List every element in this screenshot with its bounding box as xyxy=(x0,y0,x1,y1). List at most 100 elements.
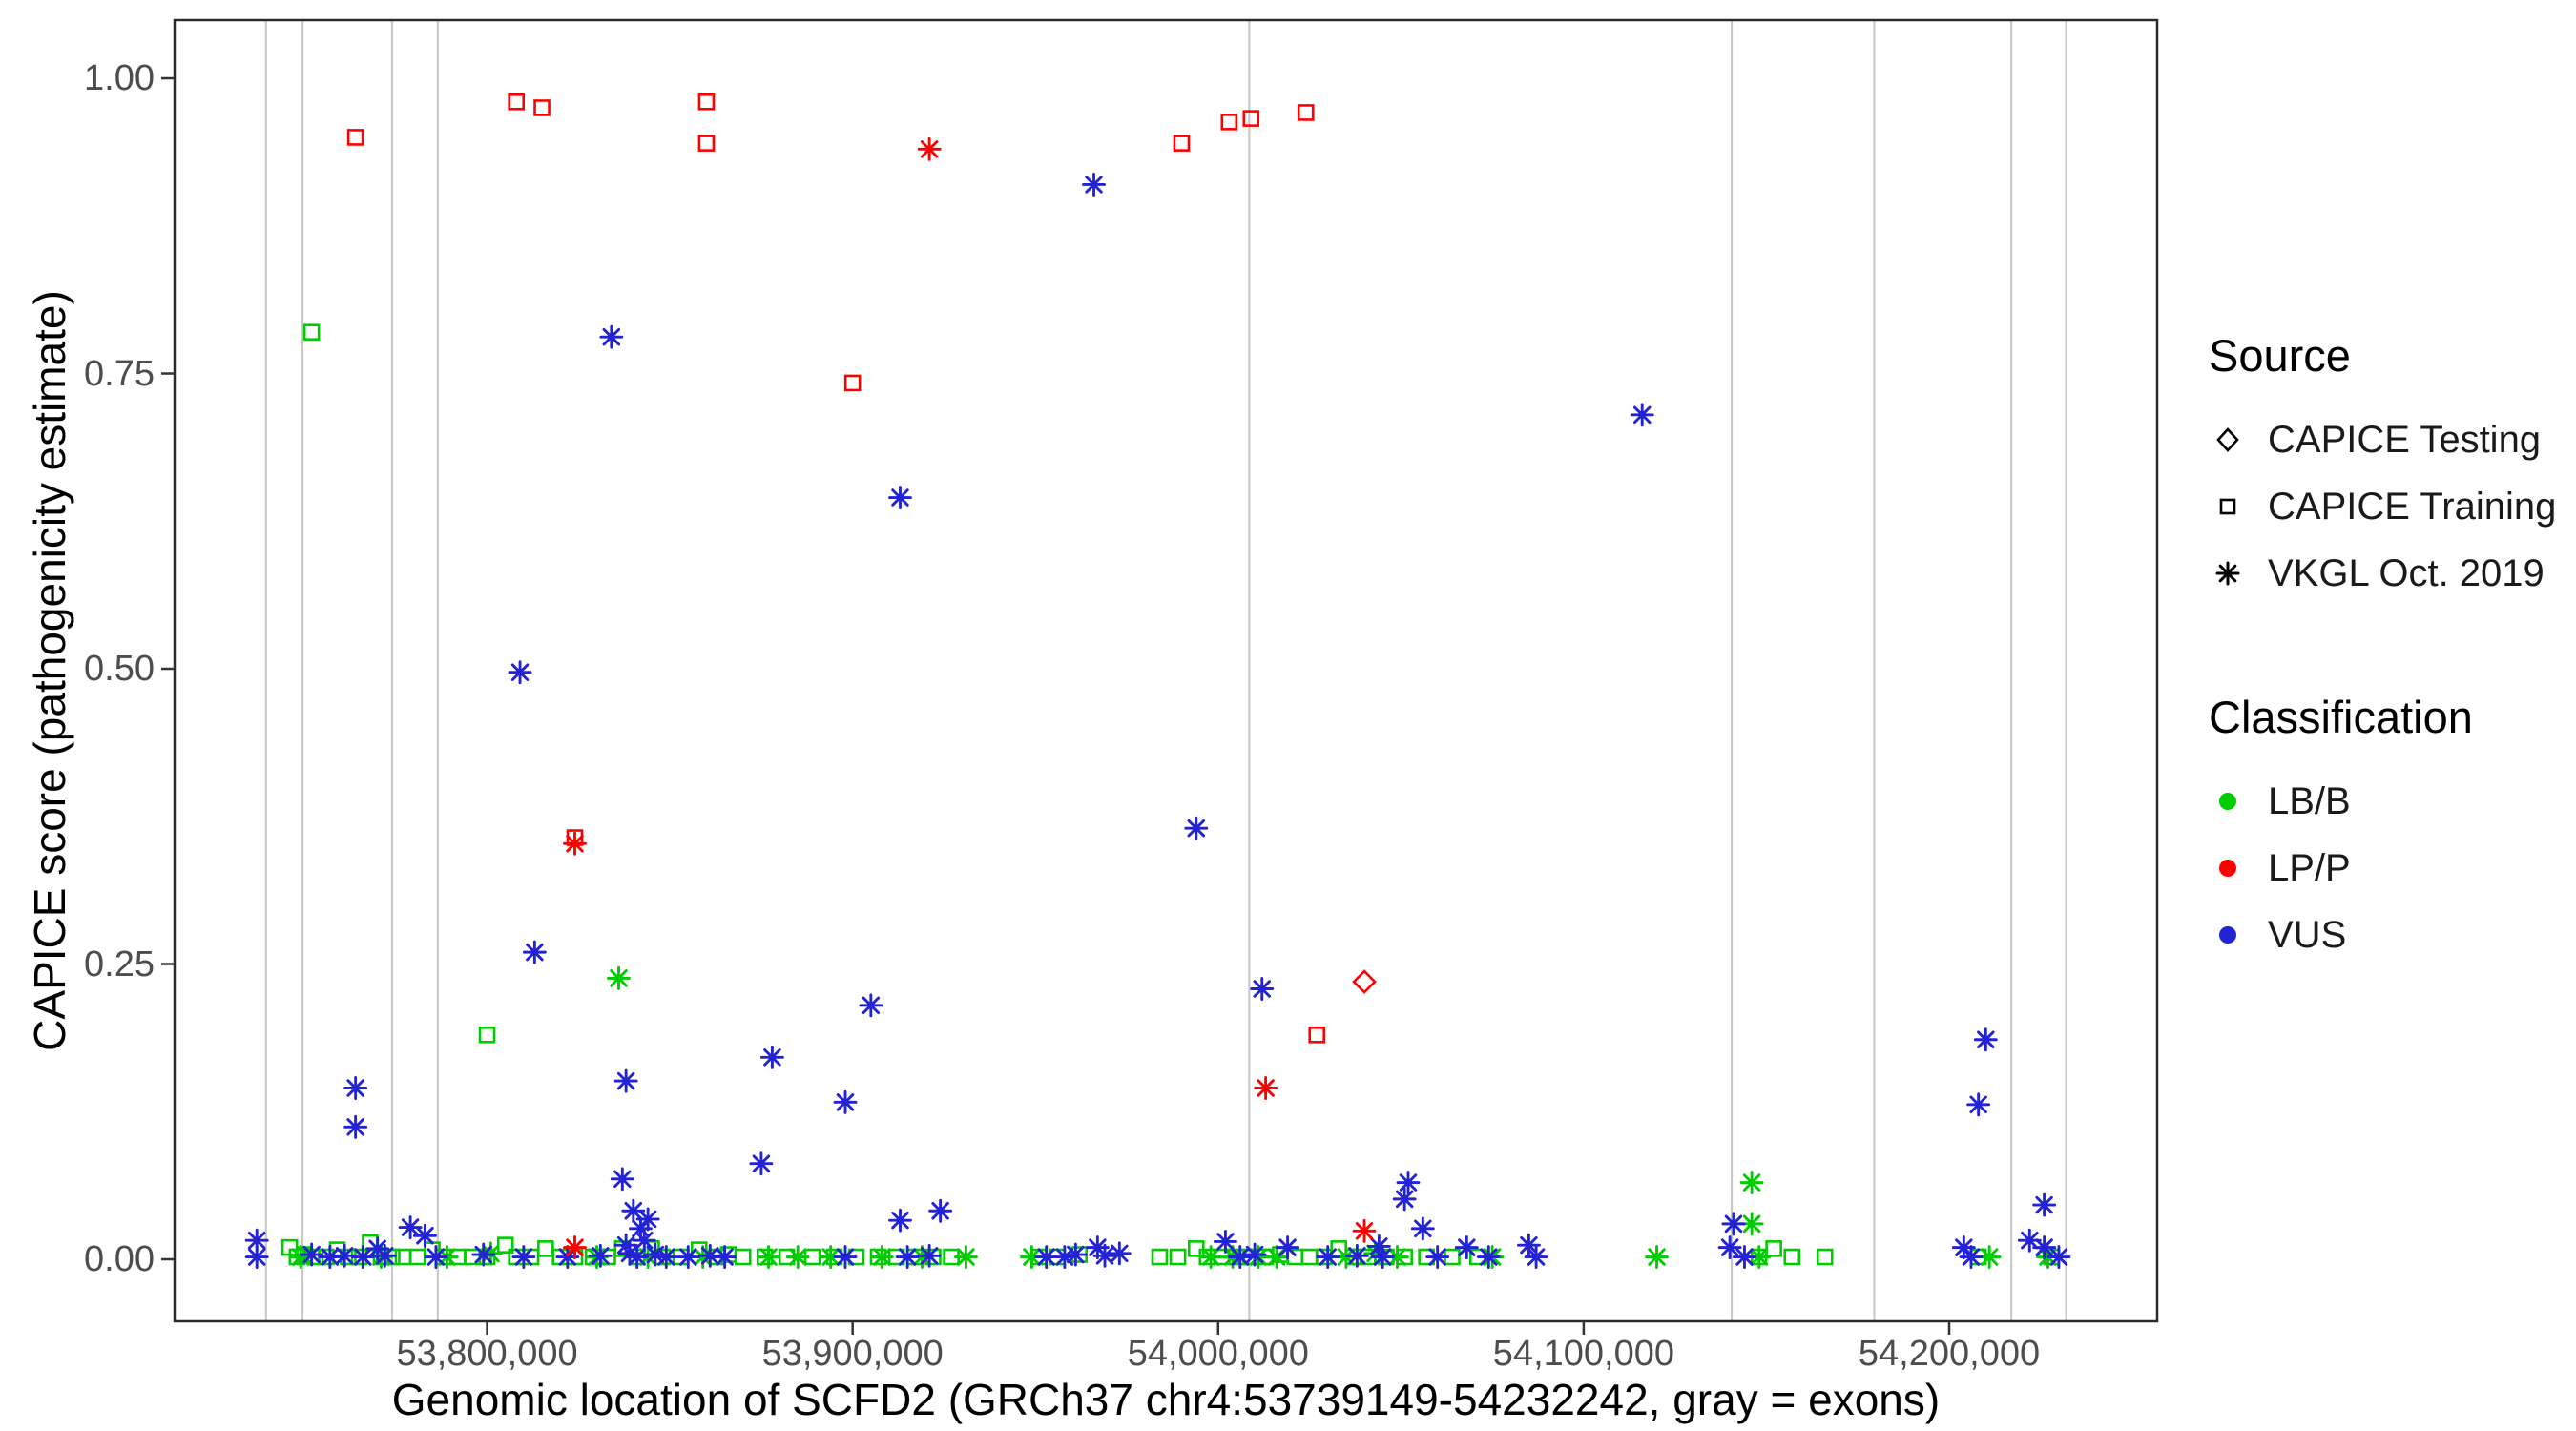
data-point-asterisk xyxy=(1425,1245,1450,1269)
data-point-asterisk xyxy=(635,1207,660,1232)
data-point-asterisk xyxy=(511,1245,536,1269)
data-point-asterisk xyxy=(2017,1228,2042,1253)
data-point-asterisk xyxy=(318,1245,343,1269)
y-axis-title: CAPICE score (pathogenicity estimate) xyxy=(25,290,74,1051)
diamond-icon xyxy=(2216,427,2239,452)
blue-dot-icon xyxy=(2219,926,2236,944)
data-point-asterisk xyxy=(588,1243,613,1268)
data-point-asterisk xyxy=(1396,1171,1421,1194)
data-point-square xyxy=(697,93,716,111)
data-point-square xyxy=(346,129,364,146)
legend-spacer xyxy=(2209,607,2571,691)
data-point-asterisk xyxy=(508,660,532,685)
data-point-square xyxy=(1173,135,1191,152)
data-point-asterisk xyxy=(629,1216,653,1241)
green-dot-icon xyxy=(2219,793,2236,810)
y-tick-label: 0.25 xyxy=(84,944,155,985)
data-point-asterisk xyxy=(372,1243,397,1268)
data-point-asterisk xyxy=(953,1245,978,1269)
data-point-asterisk xyxy=(1242,1242,1267,1267)
x-axis-title: Genomic location of SCFD2 (GRCh37 chr4:5… xyxy=(391,1375,1941,1424)
panel-border xyxy=(173,18,2159,1323)
data-point-asterisk xyxy=(621,1198,646,1223)
legend: Source CAPICE Testing CAPICE Training VK… xyxy=(2209,329,2571,968)
data-point-asterisk xyxy=(1363,1241,1387,1266)
data-point-square xyxy=(408,1248,426,1266)
data-point-asterisk xyxy=(332,1243,357,1268)
x-tick-label: 54,000,000 xyxy=(1127,1334,1309,1374)
legend-item-lpp: LP/P xyxy=(2209,835,2571,902)
data-point-asterisk xyxy=(412,1223,437,1248)
data-point-asterisk xyxy=(563,1235,587,1260)
data-point-asterisk xyxy=(675,1245,700,1269)
data-point-square xyxy=(537,1240,554,1257)
data-point-asterisk xyxy=(1739,1171,1764,1194)
data-point-asterisk xyxy=(563,831,587,856)
x-tick-label: 53,900,000 xyxy=(761,1334,944,1374)
data-point-asterisk xyxy=(785,1245,810,1269)
data-point-asterisk xyxy=(1250,977,1275,1001)
data-point-square xyxy=(478,1026,496,1044)
data-point-asterisk xyxy=(1352,1218,1377,1243)
data-point-asterisk xyxy=(1082,173,1106,197)
data-point-asterisk xyxy=(1739,1212,1764,1236)
data-point-asterisk xyxy=(1516,1233,1541,1257)
data-point-square xyxy=(1783,1248,1801,1266)
data-point-square xyxy=(697,135,716,152)
data-point-asterisk xyxy=(607,965,631,990)
red-dot-icon xyxy=(2219,860,2236,877)
data-point-asterisk xyxy=(1184,816,1209,840)
data-point-square xyxy=(734,1248,752,1266)
y-tick-label: 0.75 xyxy=(84,353,155,394)
legend-classification-title: Classification xyxy=(2209,692,2473,742)
data-point-asterisk xyxy=(343,1114,368,1139)
legend-item-lbb: LB/B xyxy=(2209,768,2571,835)
data-point-square xyxy=(1816,1248,1834,1266)
data-point-asterisk xyxy=(819,1245,843,1269)
legend-label: VUS xyxy=(2268,913,2347,956)
data-point-asterisk xyxy=(1977,1245,2002,1269)
data-point-asterisk xyxy=(1959,1245,1984,1269)
data-point-asterisk xyxy=(1733,1245,1756,1269)
data-point-asterisk xyxy=(859,993,883,1018)
data-point-square xyxy=(1300,1248,1319,1266)
data-point-asterisk xyxy=(697,1243,722,1268)
data-point-asterisk xyxy=(1410,1216,1435,1241)
legend-item-vkgl: VKGL Oct. 2019 xyxy=(2209,540,2571,607)
data-point-asterisk xyxy=(471,1242,496,1267)
data-point-square xyxy=(1242,110,1260,127)
data-point-asterisk xyxy=(757,1245,781,1269)
data-point-asterisk xyxy=(928,1198,953,1223)
data-point-asterisk xyxy=(1063,1242,1088,1267)
data-point-asterisk xyxy=(749,1151,774,1176)
y-tick-label: 1.00 xyxy=(84,58,155,99)
data-point-square xyxy=(1151,1248,1169,1266)
data-point-asterisk xyxy=(1392,1187,1417,1212)
x-tick-label: 53,800,000 xyxy=(396,1334,578,1374)
data-point-asterisk xyxy=(1966,1092,1991,1117)
y-tick-label: 0.00 xyxy=(84,1239,155,1279)
data-point-asterisk xyxy=(1747,1245,1772,1269)
data-point-asterisk xyxy=(1370,1245,1395,1269)
data-point-asterisk xyxy=(1052,1245,1077,1269)
data-point-square xyxy=(533,99,551,116)
data-point-asterisk xyxy=(654,1245,678,1269)
data-point-asterisk xyxy=(1344,1243,1369,1268)
data-point-asterisk xyxy=(244,1228,269,1253)
data-point-asterisk xyxy=(1214,1229,1237,1254)
data-point-asterisk xyxy=(350,1245,375,1269)
legend-label: VKGL Oct. 2019 xyxy=(2268,551,2545,594)
data-point-asterisk xyxy=(917,1243,942,1268)
data-point-square xyxy=(1220,114,1238,131)
legend-label: CAPICE Training xyxy=(2268,485,2557,528)
data-point-asterisk xyxy=(888,486,912,509)
data-point-asterisk xyxy=(917,136,942,161)
data-point-asterisk xyxy=(613,1233,638,1257)
data-point-square xyxy=(508,93,526,111)
data-point-asterisk xyxy=(610,1167,634,1192)
data-point-asterisk xyxy=(625,1245,650,1269)
data-point-asterisk xyxy=(632,1228,656,1253)
data-point-asterisk xyxy=(1385,1245,1409,1269)
